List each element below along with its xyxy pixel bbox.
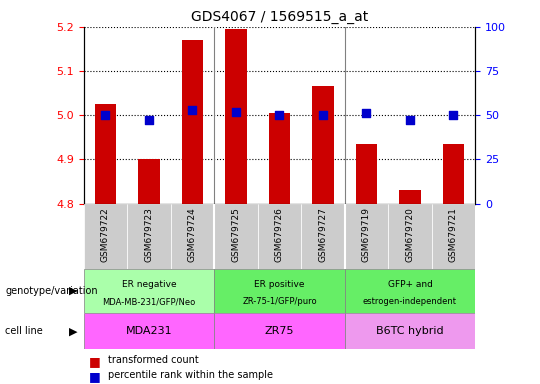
Bar xyxy=(214,269,345,313)
Text: transformed count: transformed count xyxy=(108,355,199,365)
Point xyxy=(275,112,284,118)
Bar xyxy=(312,86,334,204)
Point xyxy=(232,109,240,115)
Point xyxy=(362,110,371,116)
Point xyxy=(101,112,110,118)
Text: ■: ■ xyxy=(89,370,101,383)
Bar xyxy=(268,113,291,204)
Bar xyxy=(171,204,214,269)
Text: GFP+ and: GFP+ and xyxy=(388,280,433,289)
Bar xyxy=(127,204,171,269)
Text: MDA231: MDA231 xyxy=(126,326,172,336)
Bar xyxy=(138,159,160,204)
Point xyxy=(145,118,153,124)
Text: ■: ■ xyxy=(89,355,101,368)
Point xyxy=(449,112,458,118)
Point xyxy=(406,118,414,124)
Text: GSM679727: GSM679727 xyxy=(319,207,327,262)
Text: GSM679724: GSM679724 xyxy=(188,207,197,262)
Text: B6TC hybrid: B6TC hybrid xyxy=(376,326,444,336)
Text: GSM679721: GSM679721 xyxy=(449,207,458,262)
Bar xyxy=(443,144,464,204)
Bar xyxy=(84,313,214,349)
Text: GSM679723: GSM679723 xyxy=(145,207,153,262)
Title: GDS4067 / 1569515_a_at: GDS4067 / 1569515_a_at xyxy=(191,10,368,25)
Text: ▶: ▶ xyxy=(69,286,77,296)
Text: MDA-MB-231/GFP/Neo: MDA-MB-231/GFP/Neo xyxy=(102,298,195,306)
Text: ZR75: ZR75 xyxy=(265,326,294,336)
Bar xyxy=(399,190,421,204)
Bar xyxy=(345,313,475,349)
Bar xyxy=(388,204,431,269)
Text: cell line: cell line xyxy=(5,326,43,336)
Text: ZR-75-1/GFP/puro: ZR-75-1/GFP/puro xyxy=(242,298,317,306)
Text: GSM679722: GSM679722 xyxy=(101,207,110,262)
Bar xyxy=(345,204,388,269)
Bar xyxy=(258,204,301,269)
Bar xyxy=(84,204,127,269)
Text: ▶: ▶ xyxy=(69,326,77,336)
Text: GSM679725: GSM679725 xyxy=(232,207,240,262)
Text: ER positive: ER positive xyxy=(254,280,305,289)
Bar xyxy=(345,269,475,313)
Text: GSM679719: GSM679719 xyxy=(362,207,371,262)
Text: ER negative: ER negative xyxy=(122,280,176,289)
Point xyxy=(319,112,327,118)
Bar xyxy=(225,29,247,204)
Bar xyxy=(84,269,214,313)
Text: GSM679720: GSM679720 xyxy=(406,207,415,262)
Bar xyxy=(355,144,377,204)
Text: GSM679726: GSM679726 xyxy=(275,207,284,262)
Bar xyxy=(214,204,258,269)
Point xyxy=(188,107,197,113)
Bar xyxy=(181,40,204,204)
Bar xyxy=(301,204,345,269)
Bar xyxy=(94,104,116,204)
Text: genotype/variation: genotype/variation xyxy=(5,286,98,296)
Text: percentile rank within the sample: percentile rank within the sample xyxy=(108,370,273,380)
Bar xyxy=(431,204,475,269)
Text: estrogen-independent: estrogen-independent xyxy=(363,298,457,306)
Bar xyxy=(214,313,345,349)
